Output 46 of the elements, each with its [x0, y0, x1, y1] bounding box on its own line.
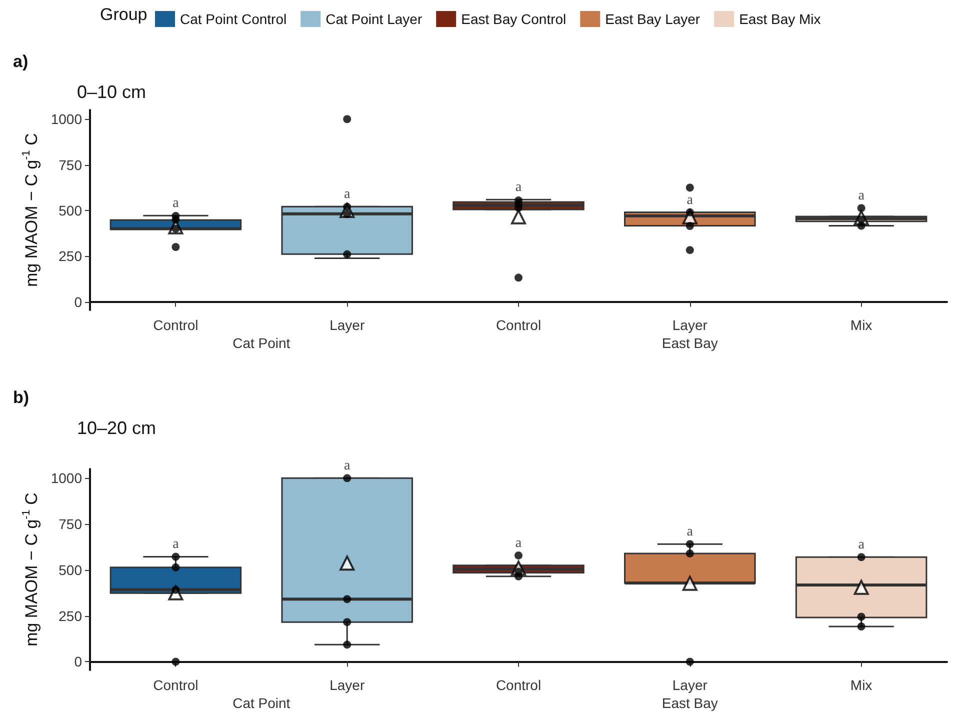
legend-label: Cat Point Layer	[326, 11, 422, 27]
x-tick-label: Layer	[330, 317, 365, 333]
annotation: a	[344, 458, 351, 474]
legend-title: Group	[100, 5, 148, 24]
y-tick-label: 750	[58, 156, 82, 173]
y-tick-label: 750	[58, 516, 82, 532]
y-axis-title: mg MAOM − C g-1 C	[20, 492, 41, 646]
y-tick-label: 1000	[50, 470, 82, 486]
chart-title: b)	[13, 388, 30, 407]
x-tick-label: Mix	[850, 677, 872, 693]
x-tick-label: Layer	[330, 677, 365, 693]
y-tick-label: 500	[58, 562, 82, 578]
text: Cat Point	[232, 335, 290, 351]
annotation: a	[515, 180, 522, 196]
x-tick-label: Control	[153, 677, 198, 693]
annotation: a	[858, 538, 866, 553]
chart-title: a)	[13, 52, 28, 71]
y-axis-title: mg MAOM − C g-1 C	[20, 133, 41, 287]
y-tick-label: 500	[58, 202, 82, 218]
annotation: a	[344, 187, 351, 202]
x-tick-label: Layer	[672, 677, 708, 693]
chart-subtitle: 0–10 cm	[77, 82, 146, 102]
x-tick-label: Control	[496, 677, 542, 693]
legend-label: East Bay Layer	[605, 11, 700, 27]
annotation: a	[686, 192, 694, 208]
legend-label: East Bay Mix	[739, 11, 821, 27]
x-tick-label: Layer	[672, 317, 708, 333]
y-tick-label: 250	[58, 608, 82, 624]
y-tick-label: 250	[58, 248, 82, 264]
annotation: a	[515, 536, 522, 551]
text: Cat Point	[232, 695, 290, 711]
annotation: a	[686, 524, 694, 540]
x-tick-label: Control	[496, 317, 542, 333]
annotation: a	[172, 537, 180, 552]
chart-subtitle: 10–20 cm	[77, 418, 156, 438]
legend-label: Cat Point Control	[180, 11, 287, 27]
x-tick-label: Mix	[850, 317, 872, 333]
legend-label: East Bay Control	[461, 11, 566, 27]
text: East Bay	[662, 695, 718, 711]
y-tick-label: 0	[74, 654, 82, 670]
annotation: a	[858, 188, 866, 204]
y-tick-label: 1000	[50, 111, 82, 128]
x-tick-label: Control	[153, 317, 198, 333]
y-tick-label: 0	[74, 294, 82, 310]
annotation: a	[172, 196, 180, 212]
text: East Bay	[662, 335, 718, 351]
